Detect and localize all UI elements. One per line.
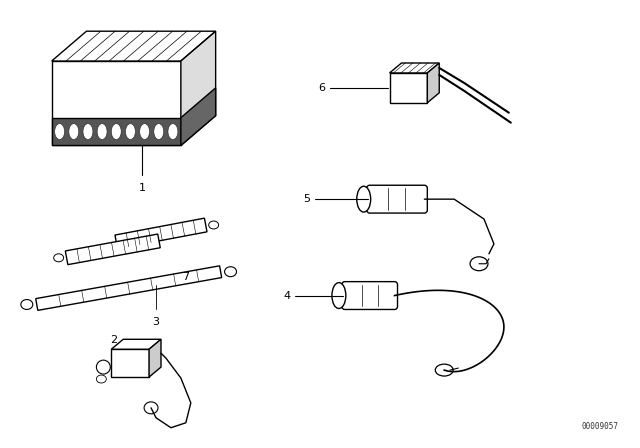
Ellipse shape (54, 254, 63, 262)
Polygon shape (36, 266, 221, 310)
Polygon shape (390, 73, 428, 103)
Ellipse shape (97, 360, 110, 374)
Ellipse shape (54, 124, 65, 139)
Text: 5: 5 (303, 194, 310, 204)
Polygon shape (111, 339, 161, 349)
Polygon shape (181, 31, 216, 146)
Polygon shape (390, 63, 439, 73)
FancyBboxPatch shape (367, 185, 428, 213)
Polygon shape (149, 339, 161, 377)
Ellipse shape (125, 124, 136, 139)
Ellipse shape (111, 124, 121, 139)
Ellipse shape (435, 364, 453, 376)
Ellipse shape (83, 124, 93, 139)
Polygon shape (115, 218, 207, 249)
Text: 2: 2 (109, 335, 117, 345)
Polygon shape (181, 88, 216, 146)
Ellipse shape (140, 124, 150, 139)
Text: 6: 6 (318, 83, 325, 93)
Ellipse shape (97, 375, 106, 383)
Text: 7: 7 (182, 271, 189, 282)
Ellipse shape (21, 300, 33, 310)
Text: 00009057: 00009057 (581, 422, 618, 431)
Polygon shape (428, 63, 439, 103)
Text: 1: 1 (139, 183, 146, 193)
Polygon shape (52, 118, 181, 146)
FancyBboxPatch shape (342, 282, 397, 310)
Text: 3: 3 (152, 318, 159, 327)
Ellipse shape (69, 124, 79, 139)
Ellipse shape (332, 283, 346, 309)
Ellipse shape (470, 257, 488, 271)
Ellipse shape (225, 267, 237, 277)
Text: 4: 4 (283, 291, 290, 301)
Ellipse shape (144, 402, 158, 414)
Ellipse shape (356, 186, 371, 212)
Ellipse shape (209, 221, 219, 229)
Polygon shape (111, 349, 149, 377)
Ellipse shape (154, 124, 164, 139)
Polygon shape (52, 31, 216, 61)
Ellipse shape (97, 124, 107, 139)
Polygon shape (65, 234, 160, 265)
Ellipse shape (168, 124, 178, 139)
